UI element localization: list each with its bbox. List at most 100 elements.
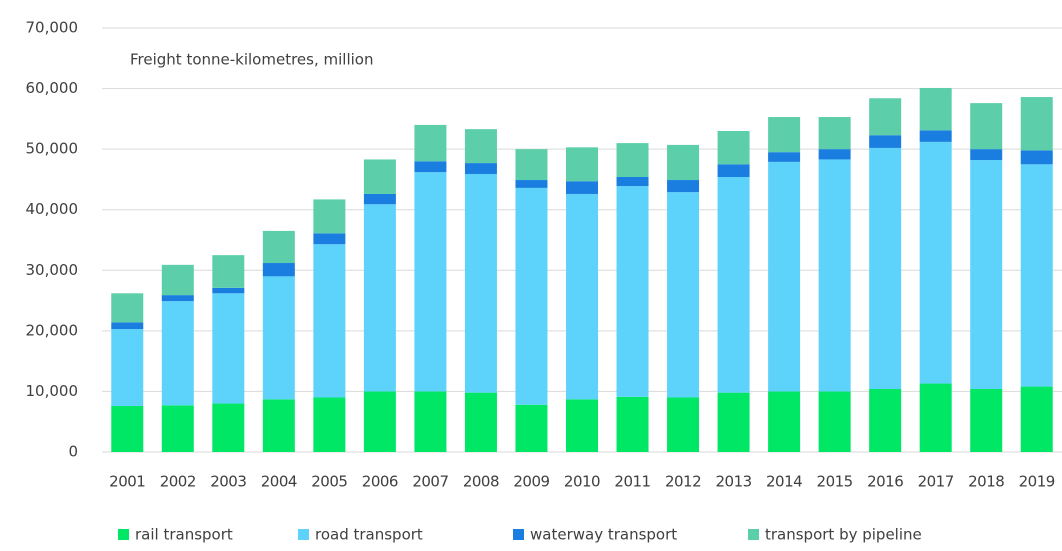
bar-segment	[566, 193, 598, 400]
bar-segment	[111, 322, 144, 330]
bar-segment	[1020, 97, 1053, 151]
x-tick-label: 2014	[766, 473, 802, 491]
x-tick-label: 2001	[109, 473, 145, 491]
bar-segment	[616, 186, 649, 397]
bar-segment	[313, 244, 346, 398]
bar-segment	[717, 177, 750, 393]
bar-segment	[869, 135, 902, 148]
x-tick-label: 2018	[968, 473, 1004, 491]
bar-segment	[262, 276, 295, 400]
bar-segment	[667, 180, 700, 193]
bar-segment	[464, 129, 497, 164]
bar-segment	[212, 403, 245, 452]
y-tick-label: 40,000	[26, 200, 79, 218]
bar-segment	[717, 130, 750, 165]
bar-segment	[363, 204, 396, 392]
bar-segment	[414, 124, 447, 162]
bar-segment	[616, 177, 649, 187]
bar-segment	[414, 161, 447, 173]
bar-segment	[717, 392, 750, 452]
bar-segment	[363, 391, 396, 452]
x-tick-label: 2002	[160, 473, 196, 491]
bar-segment	[414, 172, 447, 392]
bar-segment	[515, 404, 548, 452]
bar-segment	[818, 159, 851, 392]
bar-segment	[616, 143, 649, 178]
x-tick-label: 2019	[1019, 473, 1055, 491]
legend-swatch	[513, 529, 524, 540]
bar-segment	[111, 329, 144, 406]
bar-segment	[1020, 150, 1053, 165]
bar-segment	[464, 163, 497, 174]
x-tick-label: 2010	[564, 473, 600, 491]
bar-segment	[161, 295, 194, 302]
x-tick-label: 2017	[918, 473, 954, 491]
y-tick-label: 20,000	[26, 321, 79, 339]
bar-segment	[212, 255, 245, 288]
bar-segment	[818, 149, 851, 160]
legend-swatch	[748, 529, 759, 540]
bar-segment	[919, 130, 952, 142]
bar-segment	[667, 192, 700, 398]
legend-label: road transport	[315, 526, 423, 544]
x-tick-label: 2008	[463, 473, 499, 491]
bar-segment	[464, 173, 497, 393]
bar-segment	[566, 399, 598, 452]
bar-segment	[869, 147, 902, 390]
bar-segment	[768, 117, 801, 153]
bar-segment	[313, 233, 346, 245]
bar-segment	[869, 98, 902, 136]
bar-segment	[768, 391, 801, 452]
bar-segment	[363, 159, 396, 194]
bar-segment	[970, 149, 1003, 161]
x-tick-label: 2016	[867, 473, 903, 491]
bar-segment	[970, 103, 1003, 150]
bar-segment	[161, 301, 194, 406]
bar-segment	[212, 287, 245, 294]
bar-segment	[515, 180, 548, 188]
y-tick-label: 10,000	[26, 382, 79, 400]
y-tick-label: 0	[68, 443, 78, 461]
bar-segment	[262, 263, 295, 277]
y-tick-label: 60,000	[26, 79, 79, 97]
bar-segment	[262, 230, 295, 264]
bar-segment	[313, 199, 346, 234]
bar-segment	[262, 399, 295, 452]
annotation: Freight tonne-kilometres, million	[130, 51, 373, 69]
bar-segment	[768, 161, 801, 392]
y-tick-label: 30,000	[26, 261, 79, 279]
x-tick-label: 2012	[665, 473, 701, 491]
x-tick-label: 2004	[261, 473, 297, 491]
bar-segment	[970, 160, 1003, 390]
bar-segment	[566, 147, 598, 182]
x-tick-label: 2015	[817, 473, 853, 491]
bar-segment	[818, 391, 851, 452]
bar-segment	[970, 389, 1003, 452]
legend-swatch	[298, 529, 309, 540]
bar-segment	[515, 149, 548, 181]
bar-segment	[161, 264, 194, 296]
x-tick-label: 2007	[412, 473, 448, 491]
bar-segment	[818, 117, 851, 150]
bar-segment	[414, 391, 447, 452]
bar-segment	[768, 152, 801, 162]
legend-label: transport by pipeline	[765, 526, 922, 544]
bar-segment	[717, 164, 750, 178]
x-tick-label: 2003	[210, 473, 246, 491]
y-tick-label: 70,000	[26, 19, 79, 37]
bar-segment	[363, 193, 396, 205]
bar-segment	[667, 144, 700, 181]
x-tick-label: 2009	[513, 473, 549, 491]
legend-label: rail transport	[135, 526, 233, 544]
bar-segment	[869, 389, 902, 452]
bar-segment	[111, 293, 144, 323]
bar-segment	[919, 87, 952, 131]
x-tick-label: 2013	[715, 473, 751, 491]
bar-segment	[515, 187, 548, 405]
bar-segment	[667, 397, 700, 452]
x-tick-label: 2005	[311, 473, 347, 491]
bar-segment	[161, 405, 194, 452]
bar-segment	[464, 392, 497, 452]
legend-swatch	[118, 529, 129, 540]
bar-segment	[919, 383, 952, 452]
